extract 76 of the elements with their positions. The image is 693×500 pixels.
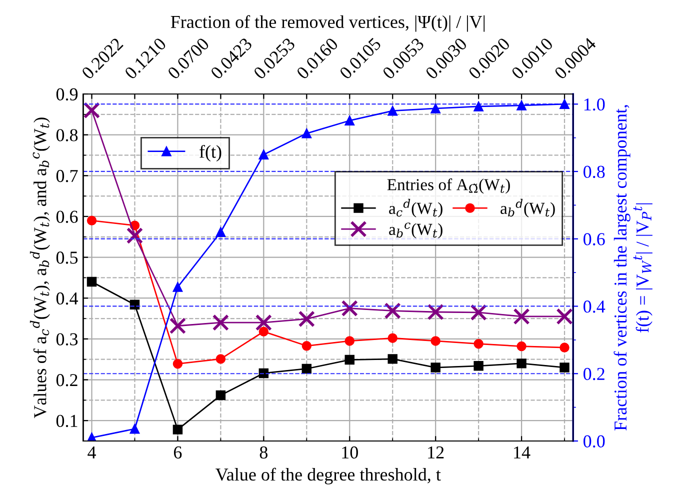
y-tick-label: 0.2 — [56, 374, 78, 386]
point — [344, 354, 354, 365]
x2-axis-title: Fraction of the removed vertices, |Ψ(t)| / |V| — [170, 15, 485, 32]
x-tick-label: 10 — [342, 446, 358, 459]
point — [258, 368, 269, 378]
point — [169, 318, 186, 334]
y2-tick-label: 0.2 — [584, 368, 604, 380]
point — [344, 116, 354, 126]
point — [474, 361, 484, 371]
y-tick-label: 0.8 — [56, 129, 78, 142]
point — [172, 358, 183, 369]
y2-tick-label: 0.0 — [584, 435, 605, 448]
point — [516, 358, 526, 368]
point — [255, 314, 272, 331]
point — [388, 354, 398, 364]
point — [216, 390, 226, 400]
point — [430, 104, 440, 114]
point — [344, 336, 354, 346]
point — [216, 354, 226, 364]
point — [427, 304, 444, 320]
point — [298, 310, 315, 328]
point — [341, 300, 358, 317]
point — [560, 362, 570, 372]
point — [430, 362, 440, 372]
y2-axis-title: Fraction of vertices in the largest component, f(t) = |V$_{W}$$^{t}$| / |V$_{P}$$^{t}$| — [614, 105, 652, 431]
point — [474, 102, 484, 112]
point — [86, 432, 97, 441]
text: Values of a$_{c}$$^{d}$(W$_{t}$), a$_{b}$$^{d}$(W$_{t}$), and a$_{b}$$^{c}$(W$_{t}$) — [30, 118, 50, 418]
legend-title: Entries of A$_{Ω̃}$(W$_{t}$) — [387, 178, 510, 194]
y2-tick-label: 1.0 — [584, 98, 605, 111]
point — [556, 308, 573, 325]
point — [126, 227, 144, 244]
point — [474, 338, 484, 349]
point — [216, 227, 226, 237]
point — [130, 424, 140, 434]
point — [560, 99, 570, 109]
y-tick-label: 0.4 — [56, 292, 78, 305]
point — [302, 364, 312, 374]
point — [302, 128, 312, 138]
legend-label: a$_{c}$$^{d}$(W$_{t}$) — [389, 198, 442, 218]
point — [83, 102, 100, 119]
point — [86, 216, 97, 226]
point — [513, 308, 530, 325]
x-axis-title: Value of the degree threshold, t — [216, 468, 441, 484]
x-tick-label: 4 — [88, 446, 96, 458]
legend-label: f(t) — [200, 144, 222, 162]
legend-label: a$_{b}$$^{d}$(W$_{t}$) — [500, 198, 555, 218]
legend-label: a$_{b}$$^{c}$(W$_{t}$) — [389, 222, 442, 238]
y2-tick-label: 0.8 — [584, 166, 605, 178]
x-tick-label: 6 — [174, 446, 182, 459]
point — [384, 302, 401, 320]
y-tick-label: 0.9 — [56, 88, 78, 101]
point — [172, 424, 183, 434]
point — [388, 333, 398, 343]
point — [258, 150, 269, 160]
y-tick-label: 0.5 — [56, 252, 78, 264]
point — [388, 106, 398, 116]
x-tick-label: 12 — [428, 446, 444, 458]
y2-tick-label: 0.6 — [584, 233, 605, 246]
x-tick-label: 14 — [514, 446, 530, 458]
y2-tick-label: 0.4 — [584, 300, 606, 313]
point — [302, 341, 312, 351]
point — [258, 326, 269, 336]
y-tick-label: 0.1 — [56, 414, 78, 428]
y-tick-label: 0.7 — [56, 170, 78, 182]
point — [172, 282, 183, 292]
y-tick-label: 0.3 — [56, 333, 78, 346]
point — [516, 341, 526, 352]
point — [560, 342, 570, 352]
point — [516, 100, 526, 110]
x-tick-label: 8 — [260, 446, 268, 459]
point — [212, 314, 230, 331]
point — [86, 276, 97, 287]
y-tick-label: 0.6 — [56, 210, 78, 223]
point — [470, 304, 487, 321]
point — [430, 336, 440, 346]
